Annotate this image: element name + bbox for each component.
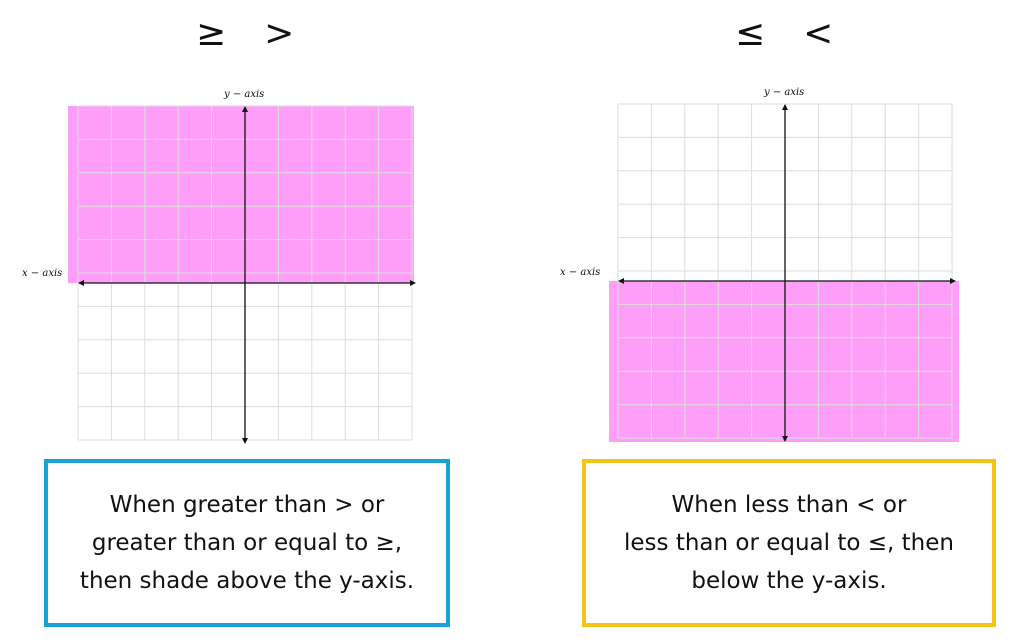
x-axis-right-arrow — [950, 278, 956, 284]
greater-than-symbol: > — [264, 12, 295, 54]
y-axis-bottom-arrow — [242, 438, 248, 444]
right-coordinate-graph — [609, 103, 959, 442]
left-coordinate-graph — [68, 105, 416, 444]
left-x-axis-label: x − axis — [22, 268, 63, 279]
less-equal-symbol: ≤ — [735, 12, 766, 54]
y-axis-bottom-arrow — [782, 436, 788, 442]
right-rule-line-3: below the y-axis. — [691, 568, 887, 594]
x-axis-left-arrow — [618, 278, 624, 284]
left-rule-line-1: When greater than > or — [109, 492, 385, 518]
left-rule-box: When greater than > or greater than or e… — [44, 459, 450, 627]
right-y-axis-label: y − axis — [764, 87, 805, 98]
less-than-symbol: < — [803, 12, 834, 54]
right-rule-box: When less than < or less than or equal t… — [582, 459, 996, 627]
left-rule-line-3: then shade above the y-axis. — [79, 568, 415, 594]
right-x-axis-label: x − axis — [560, 267, 601, 278]
y-axis-top-arrow — [242, 106, 248, 112]
x-axis-left-arrow — [78, 280, 84, 286]
greater-equal-symbol: ≥ — [196, 12, 227, 54]
shaded-region — [609, 281, 959, 442]
right-rule-line-2: less than or equal to ≤, then — [624, 530, 954, 556]
left-inequality-symbols: ≥ > — [196, 6, 294, 60]
y-axis-top-arrow — [782, 104, 788, 110]
right-rule-line-1: When less than < or — [671, 492, 907, 518]
left-rule-line-2: greater than or equal to ≥, — [91, 530, 403, 556]
right-inequality-symbols: ≤ < — [735, 6, 833, 60]
shaded-region — [68, 106, 414, 283]
left-y-axis-label: y − axis — [224, 89, 265, 100]
x-axis-right-arrow — [410, 280, 416, 286]
